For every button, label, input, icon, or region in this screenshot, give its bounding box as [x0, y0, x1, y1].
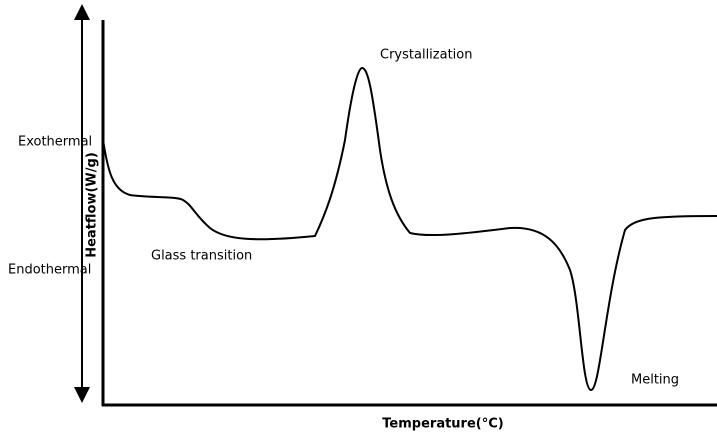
melting-label: Melting: [631, 373, 679, 388]
y-axis-label: Heatflow(W/g): [85, 152, 100, 258]
endothermal-label: Endothermal: [8, 263, 91, 278]
crystallization-label: Crystallization: [380, 48, 472, 63]
glass-transition-label: Glass transition: [151, 249, 252, 264]
x-axis-label: Temperature(°C): [382, 417, 503, 432]
dsc-curve: [102, 66, 717, 392]
exothermal-label: Exothermal: [18, 135, 92, 150]
